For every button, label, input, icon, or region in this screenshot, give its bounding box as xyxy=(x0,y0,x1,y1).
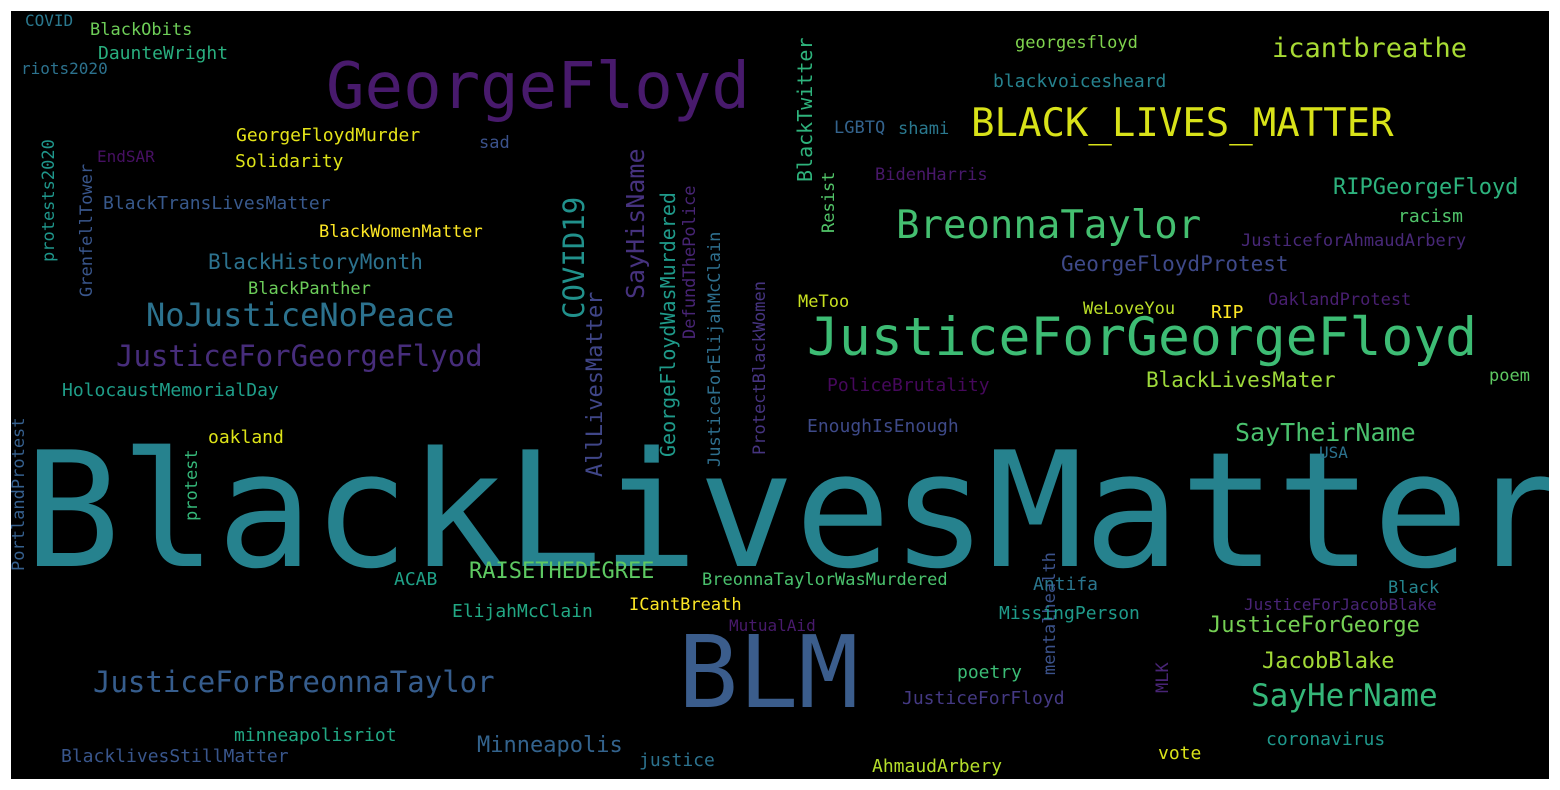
word: LGBTQ xyxy=(834,118,886,138)
word: BLACK_LIVES_MATTER xyxy=(971,101,1394,146)
word: vote xyxy=(1158,743,1202,764)
word: BlackPanther xyxy=(248,279,371,299)
word: AllLivesMatter xyxy=(583,291,608,477)
word: MutualAid xyxy=(729,616,816,635)
word: RIP xyxy=(1211,302,1244,323)
word: JusticeForFloyd xyxy=(902,688,1065,709)
word: GrenfellTower xyxy=(77,163,97,297)
word: Minneapolis xyxy=(477,733,623,758)
word: BLM xyxy=(678,614,859,731)
word: BreonnaTaylor xyxy=(896,203,1202,248)
word: GeorgeFloydProtest xyxy=(1061,252,1289,276)
word: poem xyxy=(1489,366,1530,386)
word-cloud: BlackLivesMatter BLM GeorgeFloyd Justice… xyxy=(11,11,1549,779)
word: BlackLivesMater xyxy=(1146,368,1336,392)
word: JusticeForElijahMcClain xyxy=(705,231,725,467)
word: BidenHarris xyxy=(875,165,988,185)
word: USA xyxy=(1319,443,1348,462)
word: RAISETHEDEGREE xyxy=(469,559,655,584)
word: riots2020 xyxy=(21,59,108,78)
word: MeToo xyxy=(798,292,850,312)
word: PortlandProtest xyxy=(11,417,29,571)
word: SayHerName xyxy=(1251,678,1438,714)
word: minneapolisriot xyxy=(234,725,397,746)
word: JusticeForGeorge xyxy=(1208,613,1420,638)
word: DaunteWright xyxy=(98,43,229,64)
word: JusticeForBreonnaTaylor xyxy=(93,665,495,699)
word: blackvoicesheard xyxy=(993,71,1167,92)
word: ElijahMcClain xyxy=(452,601,593,622)
word: SayTheirName xyxy=(1235,418,1416,447)
word: georgesfloyd xyxy=(1015,33,1138,53)
word: DefundThePolice xyxy=(680,185,700,339)
word: AhmaudArbery xyxy=(872,756,1003,777)
word: JusticeForGeorgeFloyd xyxy=(807,307,1478,368)
word: protests2020 xyxy=(39,139,59,262)
word: BlackHistoryMonth xyxy=(208,250,423,274)
word: Antifa xyxy=(1033,574,1099,595)
word: ACAB xyxy=(394,569,438,590)
word: coronavirus xyxy=(1266,729,1386,750)
word: protest xyxy=(182,449,202,521)
word: COVID xyxy=(25,11,74,30)
word: racism xyxy=(1398,206,1464,227)
word: oakland xyxy=(208,427,284,448)
word: GeorgeFloydWasMurdered xyxy=(656,192,680,457)
word: GeorgeFloyd xyxy=(326,50,750,124)
word: MissingPerson xyxy=(999,603,1140,624)
word: NoJusticeNoPeace xyxy=(146,296,455,334)
word: WeLoveYou xyxy=(1083,299,1176,319)
word: BreonnaTaylorWasMurdered xyxy=(702,570,948,590)
word: ICantBreath xyxy=(629,595,742,615)
word: PoliceBrutality xyxy=(827,375,990,396)
word: BlacklivesStillMatter xyxy=(61,746,289,767)
word: justice xyxy=(639,750,715,771)
word: SayHisName xyxy=(621,148,650,299)
word: GeorgeFloydMurder xyxy=(236,125,421,146)
word: BlackLivesMatter xyxy=(24,417,1549,604)
word: OaklandProtest xyxy=(1268,290,1412,310)
word: shami xyxy=(898,119,950,139)
word: sad xyxy=(479,133,510,153)
word: JusticeforAhmaudArbery xyxy=(1241,231,1467,251)
word: Black xyxy=(1388,578,1440,598)
word: EndSAR xyxy=(97,147,155,166)
word: ProtectBlackWomen xyxy=(750,281,770,455)
word: HolocaustMemorialDay xyxy=(62,380,279,401)
word: MLK xyxy=(1153,662,1173,693)
word: JacobBlake xyxy=(1262,649,1395,674)
word: icantbreathe xyxy=(1272,33,1468,64)
word: JusticeForGeorgeFlyod xyxy=(116,339,483,373)
word: BlackWomenMatter xyxy=(319,222,483,242)
word: RIPGeorgeFloyd xyxy=(1333,175,1519,200)
word: BlackTwitter xyxy=(793,37,817,183)
word: poetry xyxy=(957,662,1023,683)
word: JusticeForJacobBlake xyxy=(1244,595,1437,614)
word: BlackTransLivesMatter xyxy=(103,193,331,214)
word: EnoughIsEnough xyxy=(807,416,959,437)
word: BlackObits xyxy=(90,20,193,40)
word: Solidarity xyxy=(235,151,344,172)
word: Resist xyxy=(819,171,839,233)
